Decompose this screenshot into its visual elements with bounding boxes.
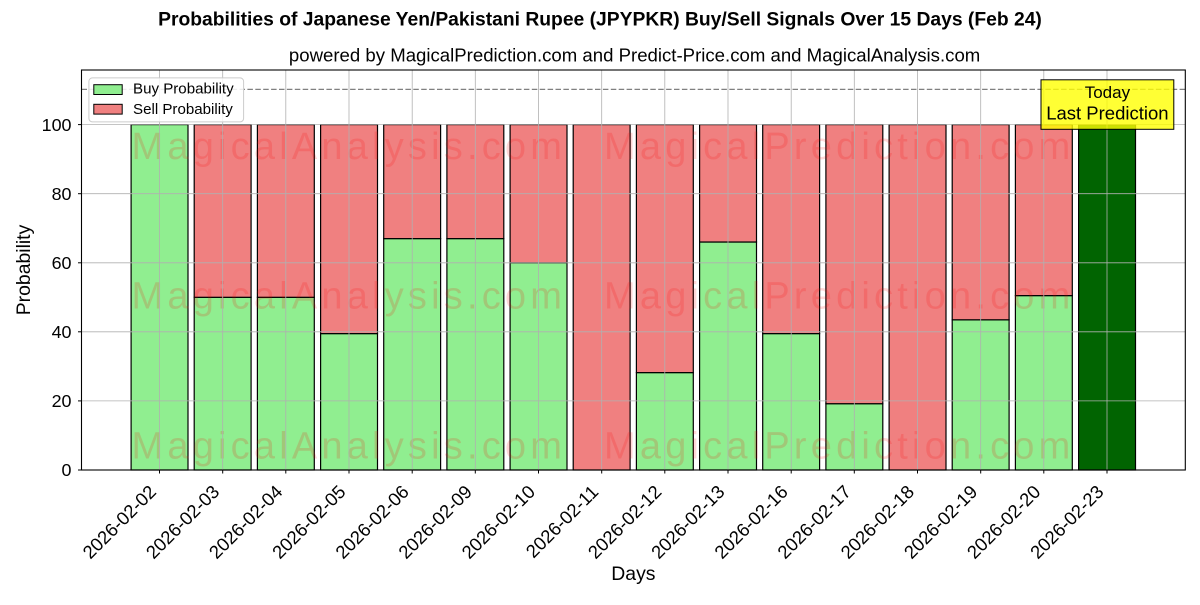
svg-text:MagicalPrediction.com: MagicalPrediction.com — [604, 126, 1074, 168]
svg-text:80: 80 — [52, 184, 72, 204]
svg-text:Probability: Probability — [13, 224, 35, 315]
svg-text:Last Prediction: Last Prediction — [1046, 103, 1168, 124]
svg-text:MagicalAnalysis.com: MagicalAnalysis.com — [132, 276, 567, 318]
svg-text:MagicalAnalysis.com: MagicalAnalysis.com — [132, 425, 567, 467]
svg-text:MagicalPrediction.com: MagicalPrediction.com — [604, 276, 1074, 318]
svg-text:Buy Probability: Buy Probability — [133, 81, 234, 98]
svg-text:Today: Today — [1085, 83, 1131, 102]
svg-text:40: 40 — [52, 322, 72, 342]
svg-text:100: 100 — [42, 115, 72, 135]
svg-text:0: 0 — [62, 460, 72, 480]
svg-text:60: 60 — [52, 253, 72, 273]
svg-text:Days: Days — [611, 563, 655, 585]
svg-text:MagicalPrediction.com: MagicalPrediction.com — [604, 425, 1074, 467]
svg-text:powered by MagicalPrediction.c: powered by MagicalPrediction.com and Pre… — [289, 44, 980, 65]
svg-text:MagicalAnalysis.com: MagicalAnalysis.com — [132, 126, 567, 168]
svg-text:20: 20 — [52, 391, 72, 411]
svg-text:Sell Probability: Sell Probability — [133, 101, 233, 118]
svg-text:Probabilities of Japanese Yen/: Probabilities of Japanese Yen/Pakistani … — [158, 10, 1042, 31]
